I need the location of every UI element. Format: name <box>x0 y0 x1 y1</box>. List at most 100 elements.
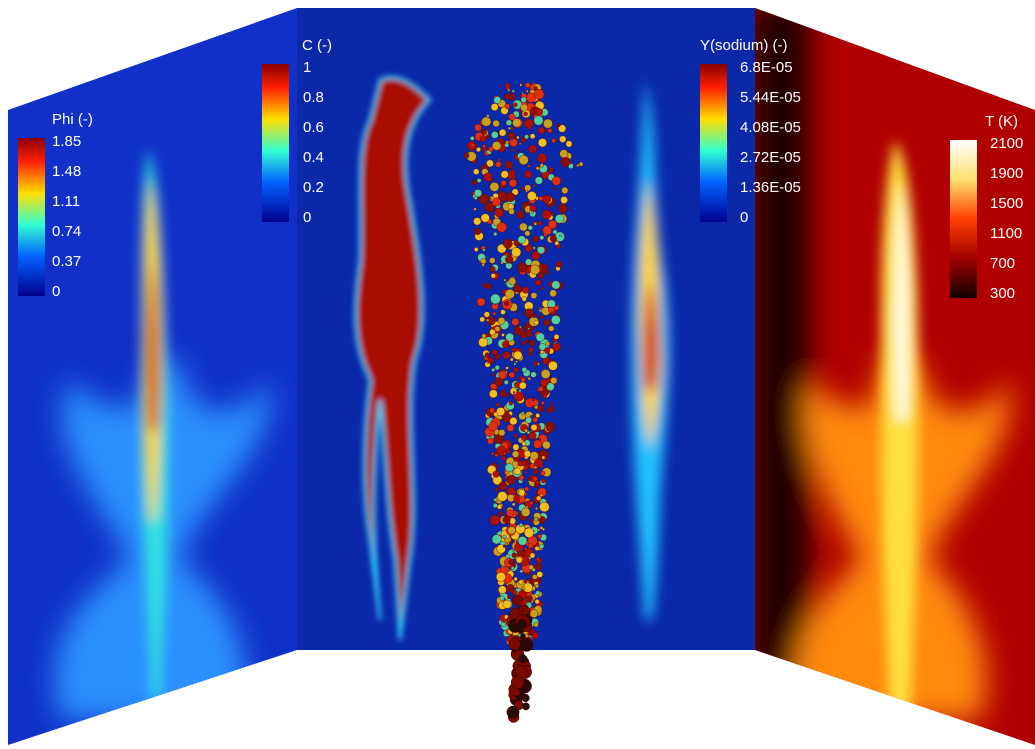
droplet <box>531 293 537 299</box>
droplet <box>486 135 489 138</box>
droplet <box>520 570 523 573</box>
droplet <box>563 161 567 165</box>
colorbar-tick-label: 1.48 <box>52 163 81 180</box>
colorbar-tick-label: 5.44E-05 <box>740 89 801 106</box>
droplet <box>492 141 501 150</box>
droplet <box>499 371 507 379</box>
droplet <box>530 85 535 90</box>
droplet <box>548 128 552 132</box>
droplet <box>520 104 527 111</box>
droplet <box>527 191 536 200</box>
droplet <box>549 326 555 332</box>
droplet <box>555 214 564 223</box>
droplet <box>537 405 544 412</box>
droplet <box>508 527 516 535</box>
droplet <box>498 159 500 161</box>
droplet <box>541 479 545 483</box>
droplet <box>508 93 515 100</box>
droplet <box>508 175 512 179</box>
droplet <box>503 239 512 248</box>
droplet <box>504 380 508 384</box>
droplet <box>534 116 543 125</box>
droplet <box>539 156 542 159</box>
droplet <box>535 177 543 185</box>
droplet <box>474 208 477 211</box>
droplet <box>491 373 494 376</box>
droplet <box>494 412 498 416</box>
droplet <box>500 390 507 397</box>
droplet <box>552 177 561 186</box>
droplet <box>519 155 528 164</box>
droplet <box>490 266 496 272</box>
center-wall <box>297 8 755 650</box>
droplet <box>540 494 543 497</box>
droplet <box>512 318 519 325</box>
colorbar-tick-label: 1100 <box>990 225 1022 242</box>
droplet <box>540 350 544 354</box>
droplet <box>529 347 534 352</box>
droplet <box>521 634 526 639</box>
droplet <box>514 351 523 360</box>
droplet <box>540 315 544 319</box>
droplet <box>538 138 547 147</box>
droplet <box>505 256 513 264</box>
droplet <box>524 112 528 116</box>
droplet <box>490 408 495 413</box>
droplet <box>501 333 504 336</box>
droplet <box>480 317 485 322</box>
droplet <box>530 415 532 417</box>
droplet <box>560 235 562 237</box>
colorbar-tick-label: 1.11 <box>52 193 80 210</box>
droplet <box>524 528 534 538</box>
droplet <box>540 502 550 512</box>
droplet <box>534 405 538 409</box>
droplet-tail <box>507 595 533 722</box>
droplet <box>516 361 518 363</box>
droplet <box>506 475 515 484</box>
droplet <box>487 438 493 444</box>
colorbar-tick-label: 1500 <box>990 195 1023 212</box>
droplet <box>512 503 515 506</box>
droplet <box>490 182 499 191</box>
droplet <box>506 449 510 453</box>
droplet <box>549 167 554 172</box>
droplet <box>533 247 536 250</box>
droplet <box>482 334 486 338</box>
droplet <box>491 103 498 110</box>
droplet <box>506 193 515 202</box>
droplet <box>502 463 504 465</box>
colorbar-title: C (-) <box>302 37 332 54</box>
droplet <box>519 389 522 392</box>
droplet <box>505 464 513 472</box>
droplet <box>492 198 500 206</box>
droplet <box>507 706 519 718</box>
droplet <box>519 607 523 611</box>
droplet <box>533 185 535 187</box>
droplet <box>505 104 510 109</box>
droplet <box>528 377 531 380</box>
droplet <box>520 332 527 339</box>
droplet <box>551 315 560 324</box>
droplet <box>509 559 515 565</box>
droplet <box>499 511 503 515</box>
droplet <box>494 498 497 501</box>
droplet <box>512 348 516 352</box>
droplet <box>525 581 527 583</box>
droplet <box>503 600 511 608</box>
droplet <box>514 363 516 365</box>
droplet <box>464 153 469 158</box>
droplet <box>530 610 538 618</box>
droplet <box>474 189 482 197</box>
droplet <box>506 367 509 370</box>
droplet <box>542 456 545 459</box>
droplet <box>539 544 544 549</box>
droplet <box>519 143 521 145</box>
droplet <box>514 434 518 438</box>
droplet <box>503 352 510 359</box>
colorbar-tick-label: 0.4 <box>303 149 324 166</box>
droplet <box>479 338 488 347</box>
figure: Phi (-)1.851.481.110.740.370C (-)10.80.6… <box>0 0 1035 749</box>
droplet <box>543 394 547 398</box>
droplet <box>483 249 486 252</box>
droplet <box>487 319 489 321</box>
